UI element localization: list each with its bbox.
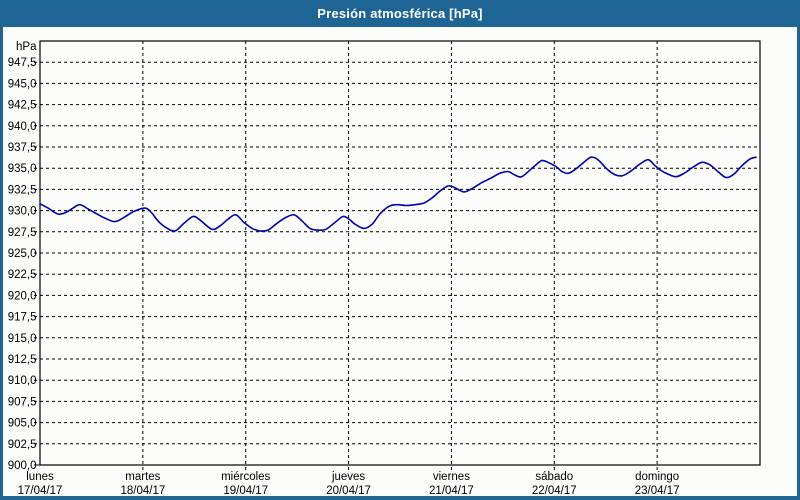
window-titlebar: Presión atmosférica [hPa]: [0, 0, 800, 27]
y-tick-label: 927,5: [8, 227, 37, 239]
y-tick-label: 900,0: [8, 460, 37, 472]
y-tick-label: 932,5: [8, 184, 37, 196]
y-tick-label: 925,0: [8, 248, 37, 260]
window-border-bottom: [0, 496, 800, 500]
x-date-label: 21/04/17: [429, 485, 474, 497]
x-day-label: jueves: [331, 471, 365, 483]
y-tick-label: 922,5: [8, 269, 37, 281]
y-tick-label: 942,5: [8, 100, 37, 112]
y-tick-label: 947,5: [8, 57, 37, 69]
plot-frame: [39, 40, 761, 466]
x-date-label: 17/04/17: [18, 485, 63, 497]
window-border-left: [0, 27, 3, 500]
chart-title: Presión atmosférica [hPa]: [317, 6, 483, 21]
y-tick-label: 940,0: [8, 121, 37, 133]
y-tick-label: 905,0: [8, 418, 37, 430]
y-tick-label: 910,0: [8, 375, 37, 387]
x-day-label: domingo: [635, 471, 679, 483]
window-border-right: [797, 27, 800, 500]
x-day-label: martes: [125, 471, 160, 483]
y-axis-unit: hPa: [16, 41, 37, 53]
y-tick-label: 917,5: [8, 312, 37, 324]
y-tick-label: 912,5: [8, 354, 37, 366]
y-tick-label: 935,0: [8, 163, 37, 175]
x-day-label: sábado: [535, 471, 573, 483]
x-day-label: viernes: [433, 471, 470, 483]
x-date-label: 23/04/17: [635, 485, 680, 497]
x-date-label: 20/04/17: [326, 485, 371, 497]
x-date-label: 19/04/17: [223, 485, 268, 497]
y-tick-label: 937,5: [8, 142, 37, 154]
y-tick-label: 945,0: [8, 78, 37, 90]
pressure-line: [39, 156, 757, 232]
y-tick-label: 920,0: [8, 290, 37, 302]
y-tick-label: 902,5: [8, 439, 37, 451]
x-day-label: miércoles: [221, 471, 270, 483]
y-tick-label: 907,5: [8, 396, 37, 408]
y-tick-label: 915,0: [8, 333, 37, 345]
x-date-label: 18/04/17: [120, 485, 165, 497]
x-date-label: 22/04/17: [532, 485, 577, 497]
x-day-label: lunes: [26, 471, 54, 483]
y-tick-label: 930,0: [8, 206, 37, 218]
